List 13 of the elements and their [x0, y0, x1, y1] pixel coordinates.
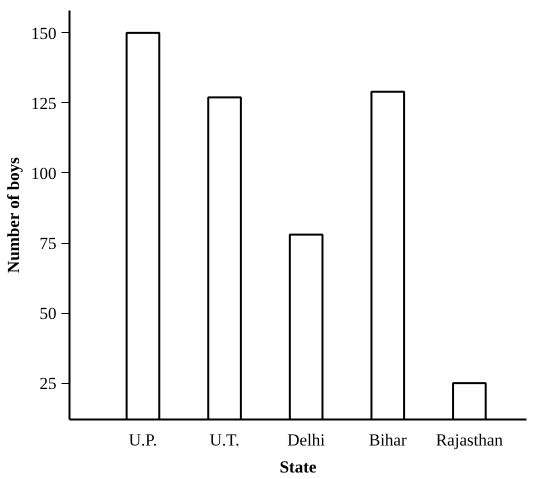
y-tick-label: 125	[31, 94, 56, 113]
y-tick-label: 150	[31, 24, 56, 43]
x-tick-label: Delhi	[287, 430, 326, 450]
y-tick-label: 75	[40, 234, 56, 254]
y-tick-label: 50	[40, 304, 56, 324]
y-tick-label: 100	[31, 164, 56, 183]
x-axis-title: State	[280, 458, 317, 476]
y-tick-label: 25	[40, 374, 56, 394]
x-tick-label: U.P.	[128, 430, 158, 450]
x-tick-label: Bihar	[368, 430, 407, 450]
x-tick-label: U.T.	[210, 430, 240, 450]
x-tick-label: Rajasthan	[436, 430, 504, 450]
y-axis-title: Number of boys	[4, 156, 23, 274]
